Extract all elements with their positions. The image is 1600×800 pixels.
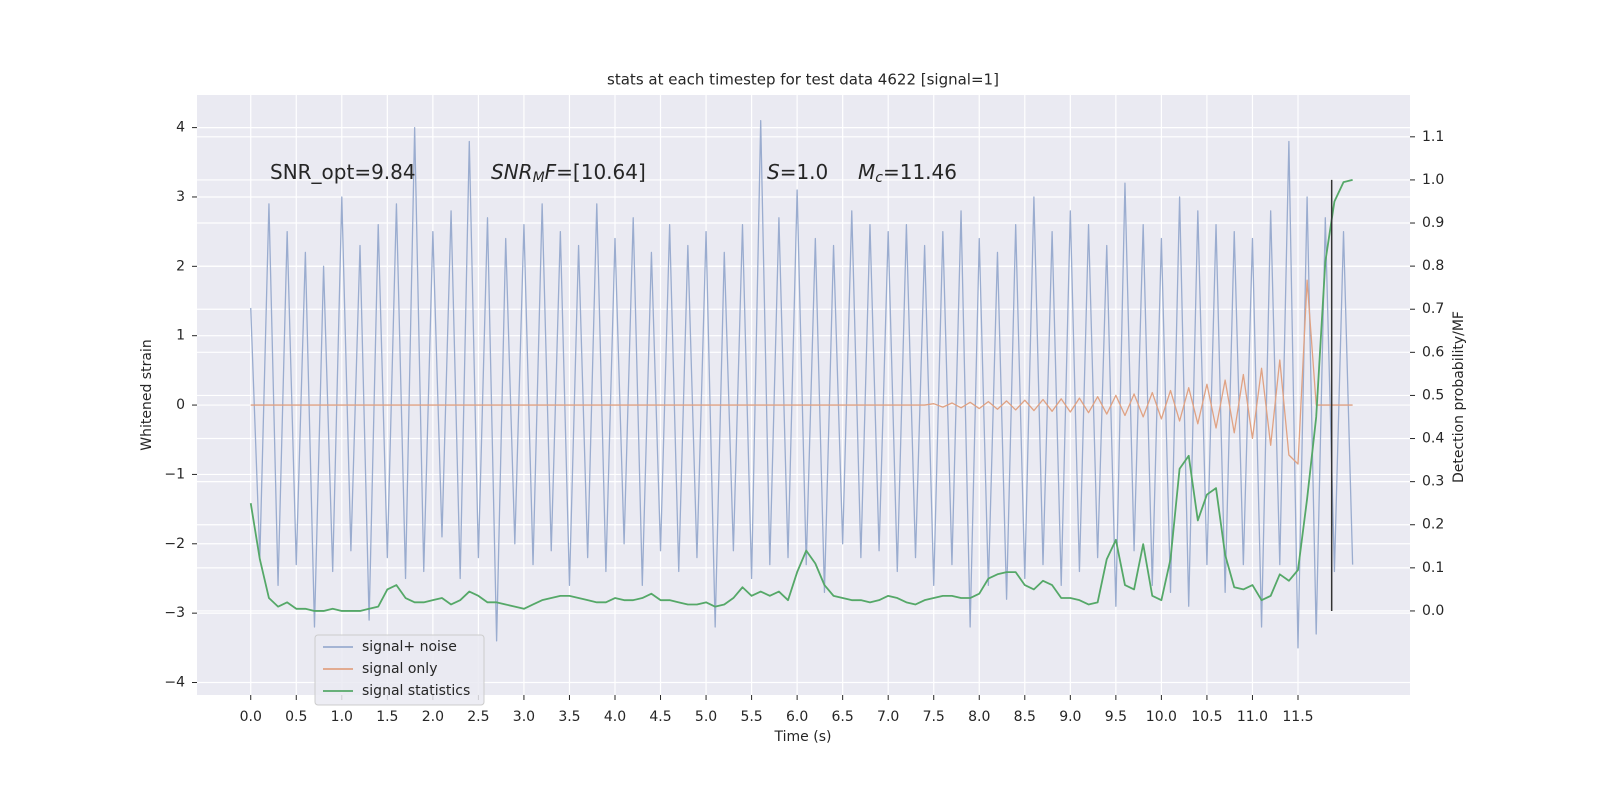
x-tick-label: 7.0 <box>877 709 899 725</box>
x-tick-label: 1.5 <box>376 709 398 725</box>
y2-tick-label: 0.4 <box>1422 431 1444 447</box>
annotation-part: SNR <box>491 160 533 184</box>
y2-tick-label: 0.9 <box>1422 215 1444 231</box>
x-tick-label: 3.5 <box>558 709 580 725</box>
y-tick-label: 1 <box>176 328 185 344</box>
x-tick-label: 11.5 <box>1282 709 1313 725</box>
x-tick-label: 1.0 <box>331 709 353 725</box>
x-tick-label: 4.0 <box>604 709 626 725</box>
x-tick-label: 0.0 <box>240 709 262 725</box>
x-tick-label: 2.0 <box>422 709 444 725</box>
x-tick-label: 5.5 <box>740 709 762 725</box>
y2-tick-label: 0.3 <box>1422 474 1444 490</box>
y-tick-label: −1 <box>164 466 185 482</box>
y2-tick-label: 0.1 <box>1422 560 1444 576</box>
y2-tick-label: 0.7 <box>1422 301 1444 317</box>
series-line <box>250 120 1354 649</box>
y2-tick-label: 0.8 <box>1422 258 1444 274</box>
legend-label: signal only <box>362 661 437 677</box>
y2-tick-label: 0.6 <box>1422 344 1444 360</box>
legend: signal+ noise signal only signal statistic… <box>314 634 485 706</box>
y-tick-label: −3 <box>164 605 185 621</box>
annotation-part: c <box>875 170 883 186</box>
x-tick-label: 0.5 <box>285 709 307 725</box>
x-tick-label: 6.0 <box>786 709 808 725</box>
annotation-part: M <box>533 170 545 186</box>
annotation-part: F <box>545 160 557 184</box>
x-tick-label: 2.5 <box>467 709 489 725</box>
annotation-part: =[10.64] <box>556 160 646 184</box>
x-tick-label: 8.5 <box>1014 709 1036 725</box>
x-tick-label: 4.5 <box>649 709 671 725</box>
annotation-part: SNR_opt=9.84 <box>270 160 416 184</box>
y-axis-label: Whitened strain <box>139 339 155 450</box>
x-tick-label: 3.0 <box>513 709 535 725</box>
marks: SNR_opt=9.84 SNRMF=[10.64] S=1.0 Mc=11.46 <box>249 120 1354 649</box>
y-tick-label: 4 <box>176 120 185 136</box>
x-tick-label: 5.0 <box>695 709 717 725</box>
annotation: SNRMF=[10.64] <box>491 160 646 187</box>
y-tick-label: 0 <box>176 397 185 413</box>
annotation-part: M <box>858 160 875 184</box>
x-tick-label: 9.0 <box>1059 709 1081 725</box>
series-line <box>250 279 1353 465</box>
legend-box <box>314 634 485 706</box>
y2-tick-label: 0.0 <box>1422 603 1444 619</box>
y-tick-label: 2 <box>176 258 185 274</box>
x-tick-label: 11.0 <box>1237 709 1268 725</box>
x-tick-label: 9.5 <box>1105 709 1127 725</box>
y2-tick-label: 1.0 <box>1422 172 1444 188</box>
y-tick-label: 3 <box>176 189 185 205</box>
x-tick-label: 6.5 <box>832 709 854 725</box>
y2-tick-label: 1.1 <box>1422 129 1444 145</box>
x-tick-label: 10.5 <box>1191 709 1222 725</box>
annotation-part: S <box>767 160 780 184</box>
axes: 0.0 0.5 1.0 1.5 2.0 2.5 3.0 3.5 4.0 4.5 5.0 5.5 6.0 6… <box>164 120 1444 725</box>
annotation: SNR_opt=9.84 <box>270 160 416 184</box>
series-line <box>249 179 1353 612</box>
x-tick-label: 10.0 <box>1146 709 1177 725</box>
x-axis-label: Time (s) <box>774 729 832 745</box>
y2-axis-label: Detection probability/MF <box>1451 311 1467 483</box>
x-tick-label: 7.5 <box>923 709 945 725</box>
chart-title: stats at each timestep for test data 462… <box>607 71 999 89</box>
legend-label: signal statistics <box>362 683 470 699</box>
legend-label: signal+ noise <box>362 639 457 655</box>
y-tick-label: −2 <box>164 536 185 552</box>
annotation: Mc=11.46 <box>858 160 957 187</box>
y2-tick-label: 0.5 <box>1422 387 1444 403</box>
x-tick-label: 8.0 <box>968 709 990 725</box>
annotation: S=1.0 <box>767 160 828 184</box>
annotation-part: =11.46 <box>883 160 957 184</box>
y-tick-label: −4 <box>164 675 185 691</box>
annotation-part: =1.0 <box>780 160 829 184</box>
y2-tick-label: 0.2 <box>1422 517 1444 533</box>
